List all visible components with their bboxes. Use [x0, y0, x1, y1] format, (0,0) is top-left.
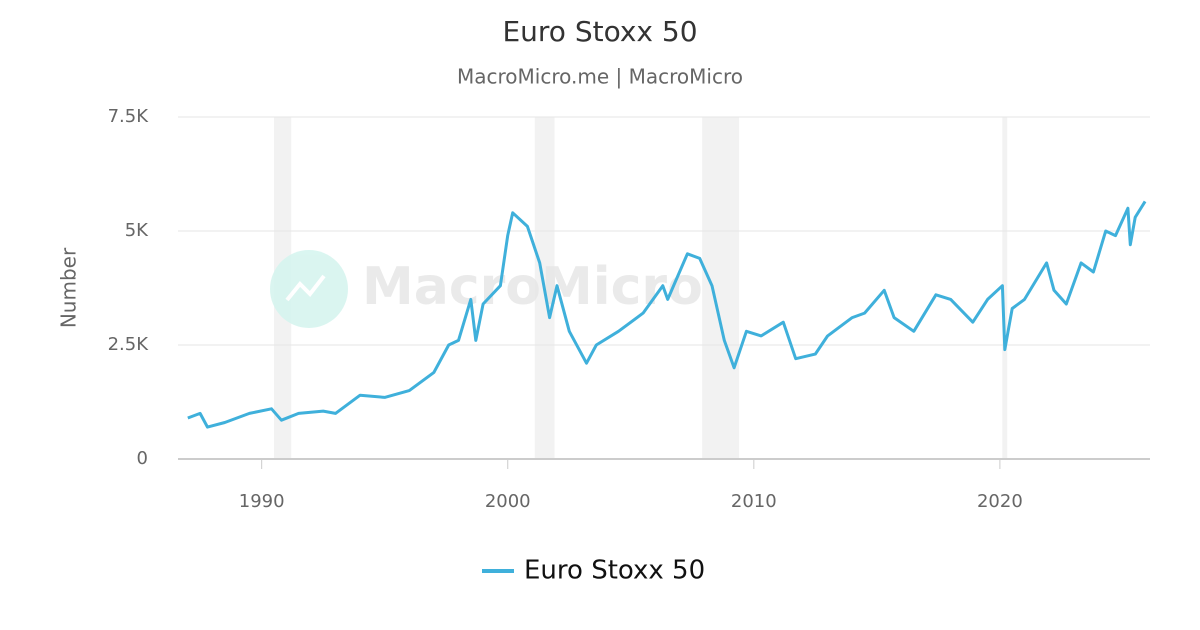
x-tick-label: 2000: [485, 491, 531, 512]
x-tick-label: 2020: [977, 491, 1023, 512]
y-axis-label: Number: [57, 247, 81, 328]
y-tick-label: 2.5K: [108, 334, 150, 355]
x-tick-label: 1990: [239, 491, 285, 512]
watermark-logo: [270, 250, 348, 328]
watermark-icon: [285, 274, 326, 302]
shaded-range: [702, 117, 740, 459]
x-tick-label: 2010: [731, 491, 777, 512]
shaded-range: [1002, 117, 1008, 459]
y-tick-label: 5K: [125, 220, 149, 241]
chart-title: Euro Stoxx 50: [502, 15, 697, 48]
chart-subtitle: MacroMicro.me | MacroMicro: [457, 65, 743, 89]
watermark-text: MacroMicro: [362, 257, 703, 317]
legend-item: Euro Stoxx 50: [482, 556, 705, 586]
y-tick-label: 0: [137, 448, 148, 469]
legend-label: Euro Stoxx 50: [524, 556, 705, 586]
y-tick-label: 7.5K: [108, 106, 150, 127]
data-line: [187, 200, 1147, 429]
